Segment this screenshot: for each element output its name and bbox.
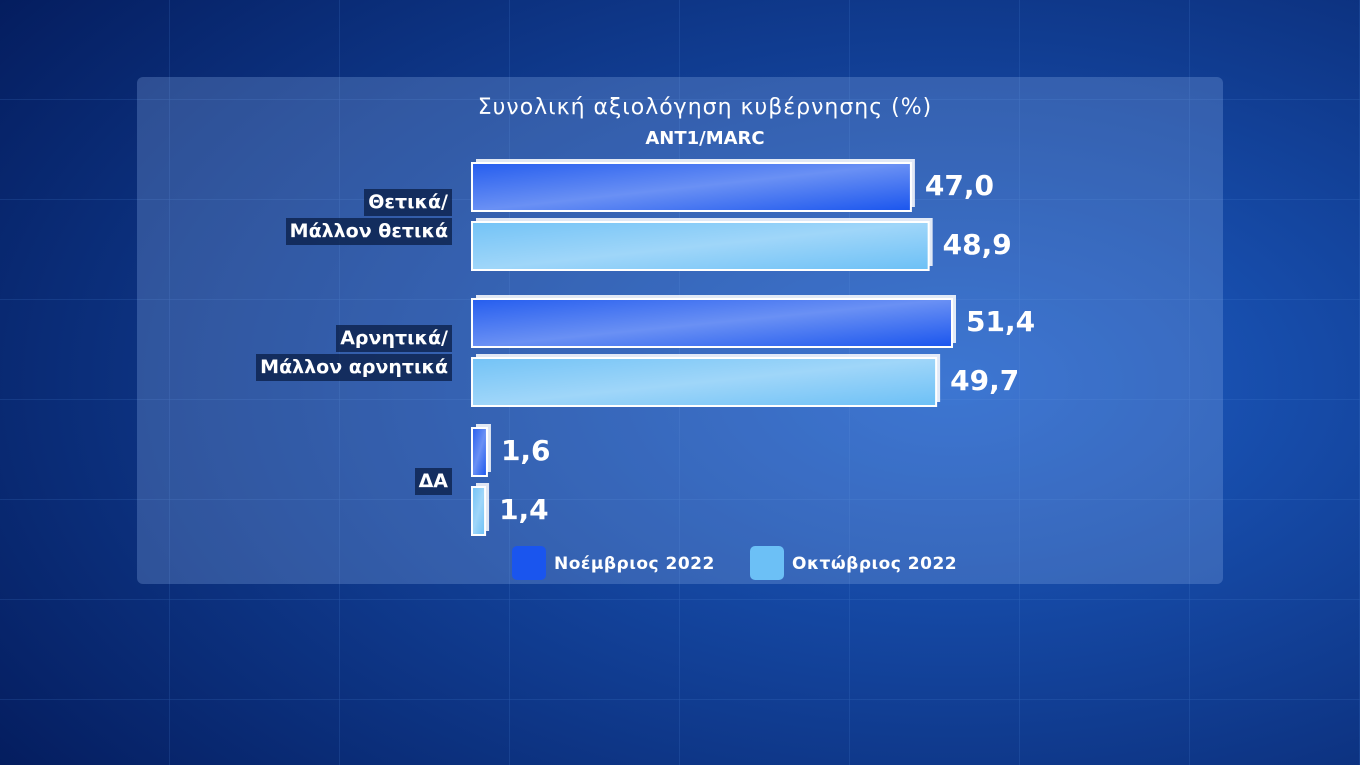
value-label: 49,7: [950, 364, 1019, 397]
category-label: ΔΑ: [414, 467, 452, 496]
bar-shine: [472, 358, 937, 406]
value-label: 47,0: [925, 169, 994, 202]
legend-swatch: [750, 546, 784, 580]
bar-shine: [472, 487, 486, 535]
category-line: Μάλλον θετικά: [285, 217, 452, 245]
category-line: Μάλλον αρνητικά: [256, 353, 452, 381]
category-line: ΔΑ: [414, 468, 452, 495]
bar-shine: [472, 163, 911, 211]
category-line: Θετικά/: [364, 188, 452, 216]
category-label: Θετικά/Μάλλον θετικά: [285, 188, 452, 246]
legend-label: Νοέμβριος 2022: [554, 554, 715, 574]
bar-shine: [472, 428, 487, 476]
category-line: Αρνητικά/: [336, 324, 452, 352]
legend-label: Οκτώβριος 2022: [792, 554, 957, 574]
value-label: 48,9: [943, 228, 1012, 261]
bar-shine: [472, 222, 929, 270]
bar-shine: [472, 299, 952, 347]
category-label: Αρνητικά/Μάλλον αρνητικά: [256, 324, 452, 382]
value-label: 1,6: [501, 434, 551, 467]
value-label: 51,4: [966, 305, 1035, 338]
chart-subtitle: ANT1/MARC: [645, 128, 764, 149]
value-label: 1,4: [499, 493, 549, 526]
legend-swatch: [512, 546, 546, 580]
chart-title: Συνολική αξιολόγηση κυβέρνησης (%): [478, 95, 932, 120]
